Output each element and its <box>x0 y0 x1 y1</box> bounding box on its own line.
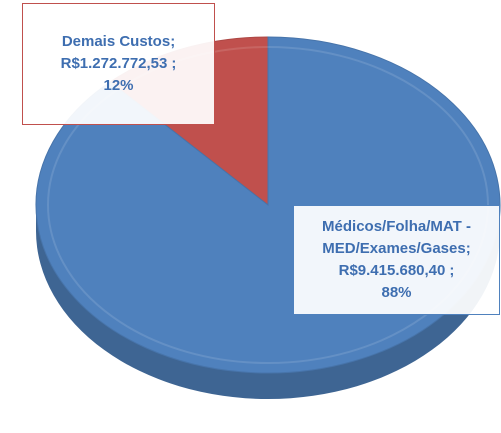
label-line: 12% <box>31 75 206 97</box>
separator: ; <box>170 33 176 50</box>
percent-label: 12% <box>103 77 134 94</box>
separator: ; <box>465 240 471 257</box>
label-line: Médicos/Folha/MAT - MED/Exames/Gases; <box>317 216 477 260</box>
separator: ; <box>171 55 177 72</box>
category-name: Demais Custos <box>61 33 171 50</box>
category-name: Médicos/Folha/MAT - MED/Exames/Gases <box>322 218 471 257</box>
label-line: 88% <box>302 282 491 304</box>
separator: ; <box>449 262 455 279</box>
data-label: Demais Custos; R$1.272.772,53; 12% <box>22 3 215 125</box>
percent-label: 88% <box>381 284 412 301</box>
data-label: Médicos/Folha/MAT - MED/Exames/Gases; R$9… <box>293 205 500 315</box>
value-label: R$1.272.772,53 <box>60 55 168 72</box>
label-line: Demais Custos; <box>62 31 175 53</box>
label-line: R$9.415.680,40; <box>302 260 491 282</box>
value-label: R$9.415.680,40 <box>338 262 446 279</box>
label-line: R$1.272.772,53; <box>31 53 206 75</box>
